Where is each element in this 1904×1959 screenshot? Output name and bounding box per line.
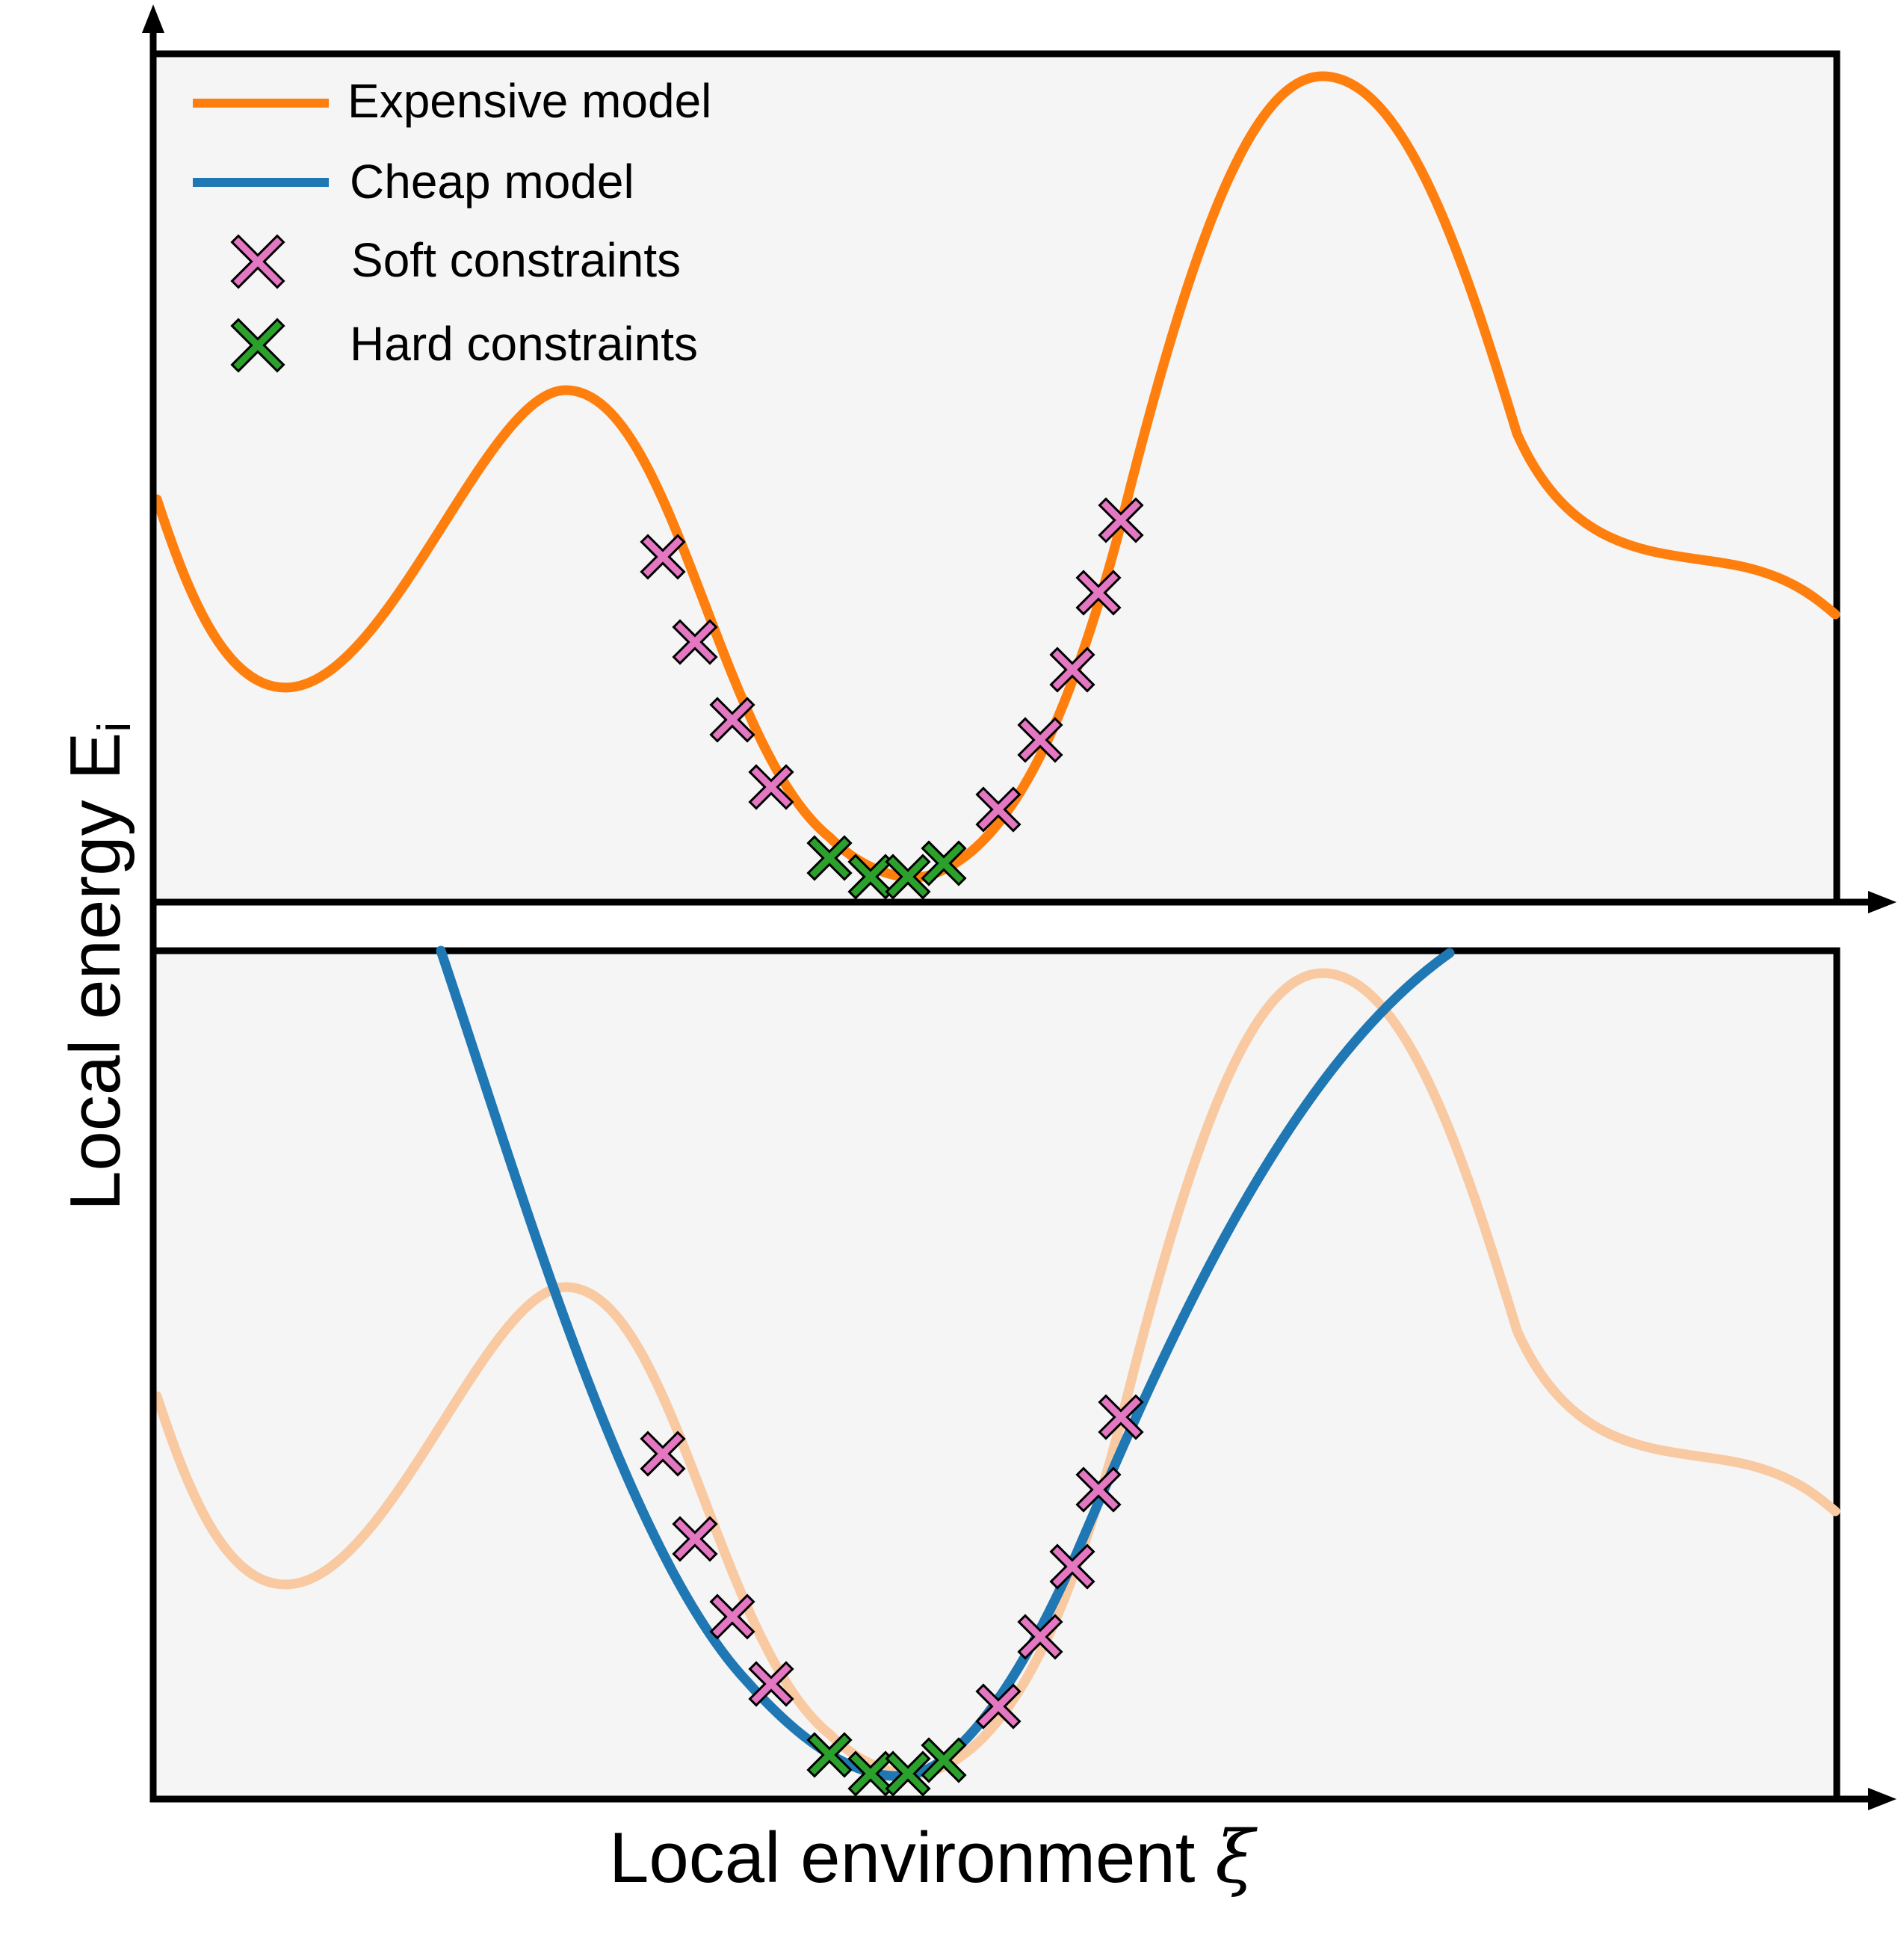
soft-constraint-marker (672, 619, 718, 665)
legend-soft-cross-fill (233, 237, 282, 286)
expensive-model-faded-curve (152, 968, 1840, 1780)
soft-constraint-marker-fill (712, 700, 752, 740)
hard-constraint-marker-fill (850, 1753, 891, 1794)
soft-constraint-marker (975, 1683, 1021, 1730)
hard-constraint-marker-fill (888, 1753, 928, 1794)
hard-constraint-marker (885, 1750, 931, 1797)
hard-constraint-marker (806, 835, 853, 881)
soft-constraint-marker-fill (978, 789, 1019, 830)
soft-constraint-marker-fill (643, 537, 683, 577)
expensive-model-faded-group (152, 968, 1840, 1780)
soft-constraint-marker-fill (1078, 573, 1119, 613)
soft-constraint-marker (640, 534, 686, 580)
soft-constraint-marker-fill (1101, 500, 1141, 540)
soft-constraint-marker (748, 764, 794, 810)
y-axis-label-subscript: i (89, 722, 140, 732)
soft-constraint-marker-fill (675, 622, 715, 662)
hard-constraint-marker (806, 1732, 853, 1778)
expensive-model-curve (152, 71, 1840, 883)
soft-constraint-marker-fill (1052, 1546, 1092, 1587)
bottom-x-axis-arrowhead (1868, 1788, 1897, 1810)
y-axis-label-main: Local energy E (55, 732, 135, 1211)
legend-expensive-label: Expensive model (347, 74, 711, 128)
axis-arrows (142, 4, 1897, 1810)
hard-constraint-marker (885, 854, 931, 900)
hard-constraint-marker-fill (888, 857, 928, 897)
soft-constraint-marker (672, 1516, 718, 1562)
top-panel-background (149, 50, 1840, 906)
soft-constraint-marker (1017, 717, 1063, 763)
hard-constraint-marker (847, 854, 894, 900)
legend-hard-cross-fill (233, 321, 282, 370)
legend-hard-cross (230, 318, 285, 373)
y-axis-label: Local energy Ei (55, 722, 140, 1211)
legend-cheap-label: Cheap model (350, 155, 634, 209)
hard-constraint-marker-fill (850, 857, 891, 897)
legend-hard-label: Hard constraints (350, 317, 698, 371)
soft-constraint-marker-fill (1020, 720, 1060, 760)
soft-constraint-marker-fill (751, 1664, 791, 1704)
soft-constraint-marker-fill (751, 767, 791, 807)
bottom-panel-background (149, 947, 1840, 1803)
hard-constraint-marker (847, 1750, 894, 1797)
top-panel (149, 50, 1840, 906)
soft-constraint-marker-fill (712, 1596, 752, 1637)
soft-constraint-marker (1049, 1543, 1095, 1590)
soft-constraint-marker-fill (643, 1434, 683, 1474)
soft-constraint-marker-fill (1052, 650, 1092, 690)
hard-constraint-marker-fill (809, 1735, 850, 1775)
soft-constraint-marker (1075, 570, 1122, 616)
x-axis-label: Local environment ξ (609, 1815, 1258, 1899)
soft-constraint-marker (1049, 647, 1095, 693)
soft-constraint-marker (1098, 1394, 1144, 1440)
legend-hard-marker (230, 318, 285, 373)
soft-constraint-marker (748, 1661, 794, 1707)
x-axis-label-symbol: ξ (1215, 1815, 1258, 1899)
legend: Expensive model Cheap model Soft constra… (193, 74, 711, 373)
legend-soft-label: Soft constraints (351, 233, 681, 287)
soft-constraint-marker-fill (1020, 1617, 1060, 1657)
hard-constraint-marker (921, 1737, 967, 1783)
x-axis-label-main: Local environment (609, 1818, 1215, 1898)
legend-soft-cross (230, 234, 285, 289)
soft-constraint-marker-fill (978, 1686, 1019, 1727)
soft-constraint-marker-fill (1101, 1397, 1141, 1437)
hard-constraint-marker-fill (924, 843, 964, 883)
y-axis-arrowhead (142, 4, 164, 33)
soft-constraint-marker (709, 697, 755, 743)
soft-constraint-marker (640, 1431, 686, 1477)
soft-constraint-marker (1075, 1466, 1122, 1513)
soft-constraint-marker (1098, 497, 1144, 543)
soft-constraint-marker-fill (675, 1519, 715, 1559)
hard-constraint-marker-fill (809, 838, 850, 878)
soft-constraint-marker (1017, 1614, 1063, 1660)
top-x-axis-arrowhead (1868, 891, 1897, 913)
hard-constraint-marker (921, 840, 967, 886)
soft-constraint-marker (975, 786, 1021, 833)
soft-constraint-marker-fill (1078, 1469, 1119, 1510)
soft-constraint-marker (709, 1594, 755, 1640)
legend-soft-marker (230, 234, 285, 289)
hard-constraint-marker-fill (924, 1740, 964, 1780)
bottom-panel (149, 945, 1840, 1803)
